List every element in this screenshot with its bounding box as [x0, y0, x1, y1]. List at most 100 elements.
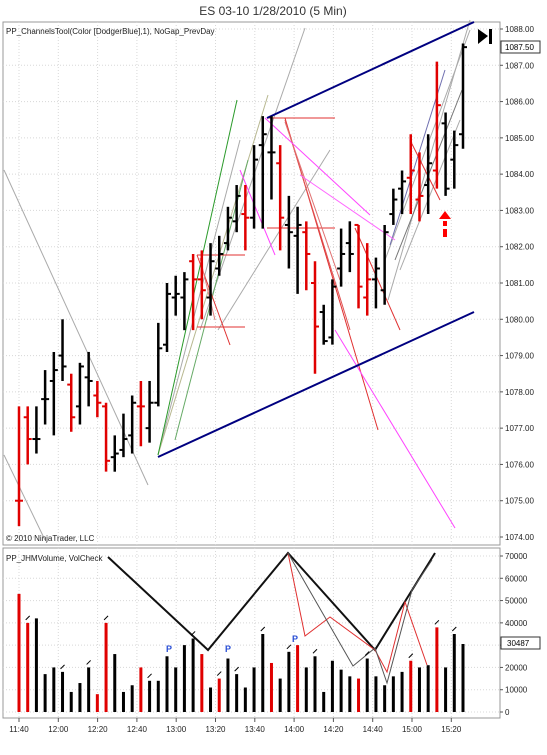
y-tick-label: 1076.00 — [505, 460, 534, 469]
y-tick-label: 1087.00 — [505, 61, 534, 70]
ohlc-bar — [459, 43, 467, 149]
x-tick-label: 14:40 — [363, 725, 384, 734]
x-tick-label: 12:40 — [127, 725, 148, 734]
arrow-marker — [103, 615, 109, 621]
y-tick-label: 1082.00 — [505, 243, 534, 252]
ohlc-bar — [93, 380, 102, 418]
last-volume-value: 30487 — [507, 639, 530, 648]
y-tick-label: 1084.00 — [505, 170, 534, 179]
ohlc-bar — [119, 413, 128, 458]
ohlc-bar — [154, 322, 163, 407]
x-tick-label: 11:40 — [9, 725, 29, 734]
signal-arrow-icon — [439, 211, 451, 237]
ohlc-bar — [389, 188, 398, 225]
ohlc-bar — [371, 257, 380, 309]
ohlc-bar — [189, 253, 198, 331]
ohlc-bar — [223, 206, 232, 251]
y-tick-label: 1078.00 — [505, 388, 534, 397]
last-price-value: 1087.50 — [505, 43, 534, 52]
ohlc-bar — [232, 185, 241, 233]
ohlc-bar — [267, 116, 276, 200]
ohlc-bar — [163, 283, 171, 352]
ohlc-bar — [171, 275, 180, 316]
last-volume-tag: 30487 — [500, 636, 541, 650]
ohlc-bar — [67, 373, 76, 432]
ohlc-bar — [128, 395, 137, 454]
arrow-marker — [434, 619, 440, 625]
price-panel[interactable] — [2, 21, 501, 546]
arrow-marker — [312, 648, 318, 654]
ohlc-bar — [398, 170, 407, 215]
x-tick-label: 14:20 — [323, 725, 344, 734]
ohlc-bar — [180, 272, 189, 331]
volume-bars — [17, 593, 465, 712]
y-tick-label: 1074.00 — [505, 533, 534, 542]
y-tick-label: 40000 — [505, 619, 528, 628]
arrow-marker — [216, 671, 222, 676]
y-tick-label: 1081.00 — [505, 279, 534, 288]
ohlc-bar — [250, 145, 259, 229]
y-tick-label: 20000 — [505, 663, 528, 672]
ohlc-bar — [41, 370, 50, 425]
ohlc-bar — [441, 112, 450, 196]
arrow-marker — [260, 626, 266, 632]
y-tick-label: 1075.00 — [505, 497, 534, 506]
time-x-axis: 11:40 12:00 12:20 12:40 13:00 13:20 13:40 14:00… — [9, 718, 462, 734]
price-indicator-label: PP_ChannelsTool(Color [DodgerBlue],1), N… — [6, 27, 215, 36]
y-tick-label: 70000 — [505, 552, 528, 561]
x-tick-label: 15:00 — [402, 725, 423, 734]
ohlc-bar — [328, 279, 337, 345]
y-tick-label: 60000 — [505, 574, 528, 583]
ohlc-bar — [215, 235, 224, 276]
ohlc-bar — [136, 380, 145, 447]
ohlc-bar — [84, 351, 93, 407]
y-tick-label: 1080.00 — [505, 315, 534, 324]
p-marker: P — [225, 644, 231, 654]
ohlc-bar — [319, 304, 328, 345]
ohlc-bar — [311, 261, 319, 374]
ohlc-bar — [406, 134, 415, 215]
p-marker: P — [292, 634, 298, 644]
arrow-marker — [60, 664, 65, 670]
arrow-marker — [234, 666, 240, 672]
ohlc-bar — [276, 145, 285, 251]
ohlc-bar — [241, 185, 250, 251]
x-tick-label: 14:00 — [284, 725, 305, 734]
y-tick-label: 0 — [505, 708, 510, 717]
ohlc-bar — [424, 134, 433, 215]
volume-panel[interactable] — [2, 547, 501, 719]
play-end-icon[interactable] — [478, 29, 492, 44]
ohlc-bar — [345, 221, 354, 273]
ohlc-bar — [145, 380, 154, 443]
ohlc-bar — [102, 402, 111, 472]
y-tick-label: 1083.00 — [505, 206, 534, 215]
last-price-tag: 1087.50 — [500, 40, 541, 54]
channel-tool-lines — [3, 19, 475, 685]
ohlc-bar — [75, 362, 84, 425]
ohlc-bar — [415, 152, 424, 222]
ohlc-bar — [32, 406, 41, 454]
arrow-marker — [286, 644, 292, 650]
y-tick-label: 1088.00 — [505, 25, 534, 34]
ohlc-bar — [258, 116, 267, 229]
ohlc-bar — [354, 223, 363, 309]
arrow-marker — [25, 615, 31, 621]
price-y-axis: 1074.00 1075.00 1076.00 1077.00 1078.00 1079.… — [500, 25, 534, 542]
ohlc-bar — [58, 319, 67, 381]
arrow-marker — [147, 673, 152, 679]
y-tick-label: 50000 — [505, 597, 528, 606]
arrow-marker — [190, 631, 196, 636]
y-tick-label: 1077.00 — [505, 424, 534, 433]
ohlc-bar — [49, 351, 58, 436]
volume-arrow-markers — [25, 615, 457, 679]
ohlc-bar — [293, 206, 302, 294]
x-tick-label: 13:40 — [245, 725, 266, 734]
volume-indicator-label: PP_JHMVolume, VolCheck — [6, 554, 103, 563]
ohlc-bar — [206, 243, 215, 316]
arrow-marker — [86, 660, 92, 665]
x-tick-label: 13:20 — [205, 725, 226, 734]
ohlc-bar — [450, 130, 459, 189]
ohlc-bar — [380, 224, 389, 305]
